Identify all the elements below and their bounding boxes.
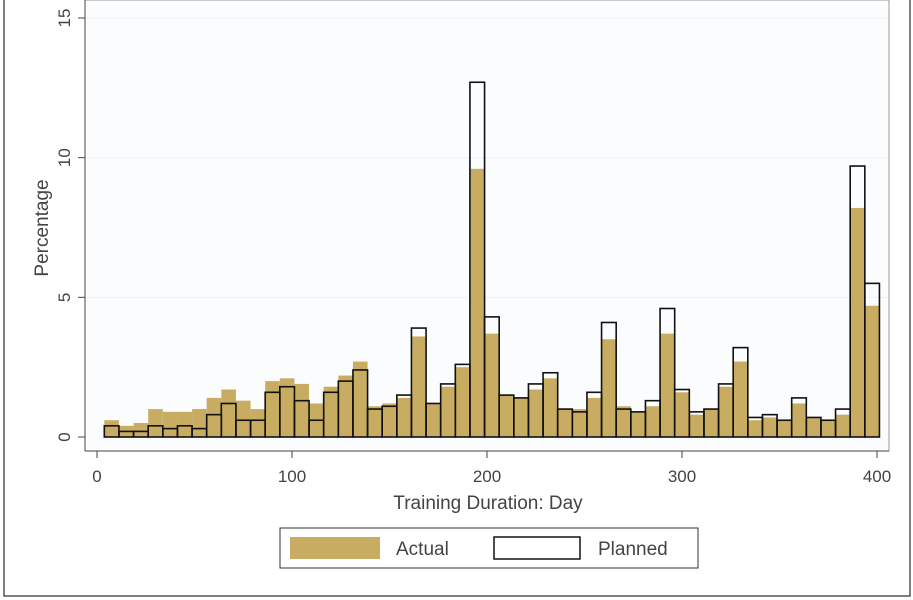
- bar-actual: [513, 397, 529, 437]
- gridlines: [86, 17, 888, 298]
- bar-actual: [630, 411, 646, 437]
- bar-actual: [601, 339, 617, 437]
- bar-actual: [133, 423, 149, 437]
- bar-actual: [396, 397, 412, 437]
- bar-actual: [674, 392, 690, 437]
- bar-actual: [864, 305, 880, 437]
- bar-actual: [426, 403, 441, 437]
- bar-planned: [352, 369, 369, 438]
- bar-actual: [323, 386, 339, 437]
- bar-planned: [732, 346, 749, 438]
- bar-actual: [762, 417, 778, 437]
- bar-actual: [660, 333, 675, 437]
- legend: Actual Planned: [279, 527, 699, 569]
- bar-actual: [777, 420, 792, 437]
- bar-actual: [469, 168, 485, 437]
- x-axis-ticks: 0 100 200 300 400: [92, 451, 891, 486]
- bar-actual: [484, 333, 500, 437]
- bar-actual: [382, 403, 397, 437]
- bar-actual: [440, 386, 456, 437]
- bar-actual: [104, 420, 119, 437]
- y-axis-title: Percentage: [32, 179, 53, 276]
- bar-actual: [689, 414, 704, 437]
- bar-actual: [543, 378, 558, 437]
- bar-actual: [718, 386, 734, 437]
- bar-actual: [820, 420, 836, 437]
- bars-layer: [103, 81, 881, 438]
- bar-actual: [703, 409, 719, 437]
- x-tick-label: 200: [473, 467, 501, 486]
- bar-actual: [265, 381, 280, 437]
- bar-actual: [162, 411, 178, 437]
- x-tick-label: 100: [278, 467, 306, 486]
- bar-actual: [235, 400, 251, 437]
- bar-actual: [367, 406, 383, 437]
- bar-actual: [557, 409, 573, 437]
- bar-planned: [542, 371, 559, 438]
- bar-actual: [733, 361, 748, 437]
- bar-actual: [294, 383, 310, 437]
- bar-actual: [850, 207, 865, 437]
- bar-actual: [806, 417, 821, 437]
- bar-planned: [659, 307, 676, 438]
- bar-actual: [411, 336, 427, 437]
- bar-actual: [455, 367, 470, 437]
- bar-actual: [572, 409, 587, 437]
- y-tick-label: 15: [55, 9, 74, 28]
- legend-label-planned: Planned: [598, 539, 668, 560]
- bar-actual: [192, 409, 207, 437]
- legend-swatch-actual: [290, 537, 380, 559]
- bar-planned: [469, 81, 486, 438]
- bar-actual: [206, 397, 222, 437]
- bar-actual: [177, 411, 193, 437]
- bar-planned: [293, 399, 310, 438]
- bar-actual: [338, 375, 353, 437]
- x-tick-label: 400: [863, 467, 891, 486]
- bar-planned: [600, 321, 617, 438]
- bar-actual: [645, 406, 661, 437]
- x-tick-label: 0: [92, 467, 101, 486]
- y-tick-label: 0: [55, 432, 74, 441]
- bar-actual: [586, 397, 602, 437]
- x-axis-title: Training Duration: Day: [393, 493, 583, 514]
- bar-actual: [352, 361, 368, 437]
- bar-actual: [250, 409, 266, 437]
- bar-actual: [791, 403, 807, 437]
- bar-actual: [747, 420, 763, 437]
- bar-actual: [499, 395, 514, 437]
- bar-actual: [528, 389, 544, 437]
- bar-actual: [616, 406, 631, 437]
- y-axis-ticks: 0 5 10 15: [55, 9, 85, 442]
- bar-planned: [864, 282, 881, 438]
- bar-actual: [279, 378, 295, 437]
- bar-actual: [221, 389, 236, 437]
- bar-planned: [483, 316, 500, 438]
- y-tick-label: 10: [55, 148, 74, 167]
- bar-actual: [835, 414, 851, 437]
- bar-actual: [148, 409, 163, 437]
- y-tick-label: 5: [55, 293, 74, 302]
- x-tick-label: 300: [668, 467, 696, 486]
- figure-frame: [3, 0, 911, 597]
- legend-swatch-planned: [493, 536, 581, 560]
- bar-planned: [410, 327, 427, 438]
- legend-label-actual: Actual: [396, 539, 449, 560]
